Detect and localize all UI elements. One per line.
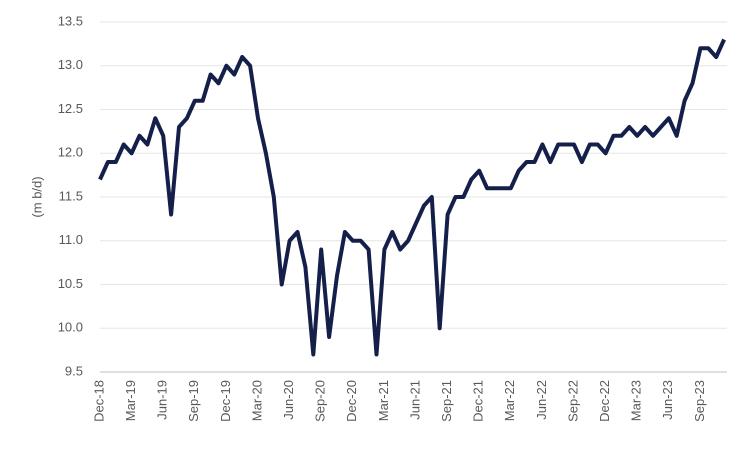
y-axis-title: (m b/d) xyxy=(29,176,44,217)
x-tick-label: Sep-23 xyxy=(692,380,707,422)
x-tick-label: Jun-21 xyxy=(407,380,422,420)
y-tick-label: 10.0 xyxy=(58,320,83,335)
x-tick-label: Jun-22 xyxy=(534,380,549,420)
x-tick-label: Sep-20 xyxy=(313,380,328,422)
x-tick-label: Dec-19 xyxy=(218,380,233,422)
y-tick-label: 9.5 xyxy=(65,363,83,378)
x-tick-label: Dec-18 xyxy=(91,380,106,422)
y-tick-label: 13.0 xyxy=(58,57,83,72)
y-tick-label: 12.5 xyxy=(58,101,83,116)
y-tick-label: 10.5 xyxy=(58,276,83,291)
x-tick-label: Mar-23 xyxy=(629,380,644,421)
x-tick-label: Mar-20 xyxy=(249,380,264,421)
x-tick-label: Jun-20 xyxy=(281,380,296,420)
x-tick-label: Mar-19 xyxy=(123,380,138,421)
y-tick-label: 13.5 xyxy=(58,13,83,28)
x-tick-label: Sep-22 xyxy=(565,380,580,422)
x-tick-label: Dec-21 xyxy=(471,380,486,422)
x-tick-label: Mar-21 xyxy=(376,380,391,421)
x-tick-label: Mar-22 xyxy=(502,380,517,421)
x-tick-label: Sep-21 xyxy=(439,380,454,422)
line xyxy=(98,38,726,357)
y-tick-label: 11.0 xyxy=(59,232,83,247)
x-tick-label: Sep-19 xyxy=(186,380,201,422)
x-tick-label: Dec-22 xyxy=(597,380,612,422)
x-tick-label: Dec-20 xyxy=(344,380,359,422)
x-tick-label: Jun-19 xyxy=(155,380,170,420)
x-tick-label: Jun-23 xyxy=(660,380,675,420)
y-tick-label: 11.5 xyxy=(59,188,83,203)
y-tick-label: 12.0 xyxy=(58,145,83,160)
